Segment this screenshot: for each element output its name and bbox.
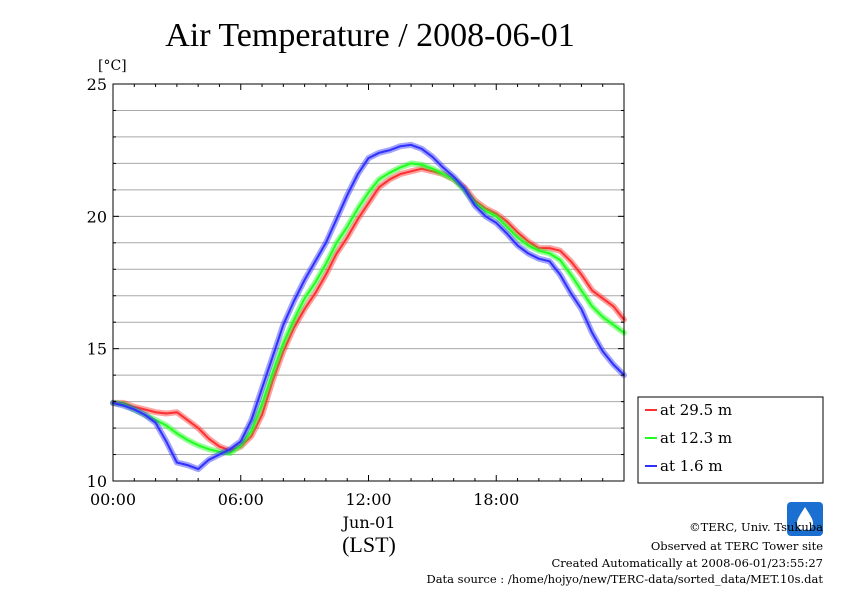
y-tick-label: 15 [87, 340, 107, 359]
credit-source: Data source : /home/hojyo/new/TERC-data/… [426, 572, 823, 586]
y-axis-ticks: 10 15 20 25 [87, 75, 624, 491]
legend: at 29.5 m at 12.3 m at 1.6 m [637, 396, 824, 484]
terc-logo-text: TERC [796, 529, 814, 536]
series-line-1 [112, 162, 625, 455]
series-band-0 [110, 165, 627, 454]
x-tick-label: 00:00 [90, 490, 136, 509]
y-tick-label: 10 [87, 472, 107, 491]
x-tick-label: 12:00 [345, 490, 391, 509]
chart-title: Air Temperature / 2008-06-01 [165, 17, 575, 54]
y-tick-label: 25 [87, 75, 107, 94]
x-axis-date-label: Jun-01 [341, 513, 396, 532]
credit-created: Created Automatically at 2008-06-01/23:5… [552, 556, 824, 570]
legend-label-29-5m: at 29.5 m [660, 401, 732, 419]
legend-label-1-6m: at 1.6 m [660, 457, 723, 475]
series-layer [110, 141, 627, 473]
credit-copyright: ©TERC, Univ. Tsukuba [689, 520, 823, 534]
credit-observed: Observed at TERC Tower site [651, 539, 823, 553]
gridlines [113, 109, 624, 456]
legend-box [637, 396, 824, 484]
x-axis-label: (LST) [342, 532, 396, 557]
series-line-2 [112, 143, 625, 471]
terc-logo: TERC [787, 502, 823, 536]
legend-label-12-3m: at 12.3 m [660, 429, 732, 447]
water-drop-icon [797, 507, 813, 531]
y-axis-unit-label: [°C] [98, 58, 127, 74]
x-tick-label: 18:00 [473, 490, 519, 509]
y-tick-label: 20 [87, 207, 107, 226]
x-tick-label: 06:00 [218, 490, 264, 509]
x-axis-ticks: 00:00 06:00 12:00 18:00 [90, 84, 625, 509]
series-line-0 [112, 167, 625, 452]
